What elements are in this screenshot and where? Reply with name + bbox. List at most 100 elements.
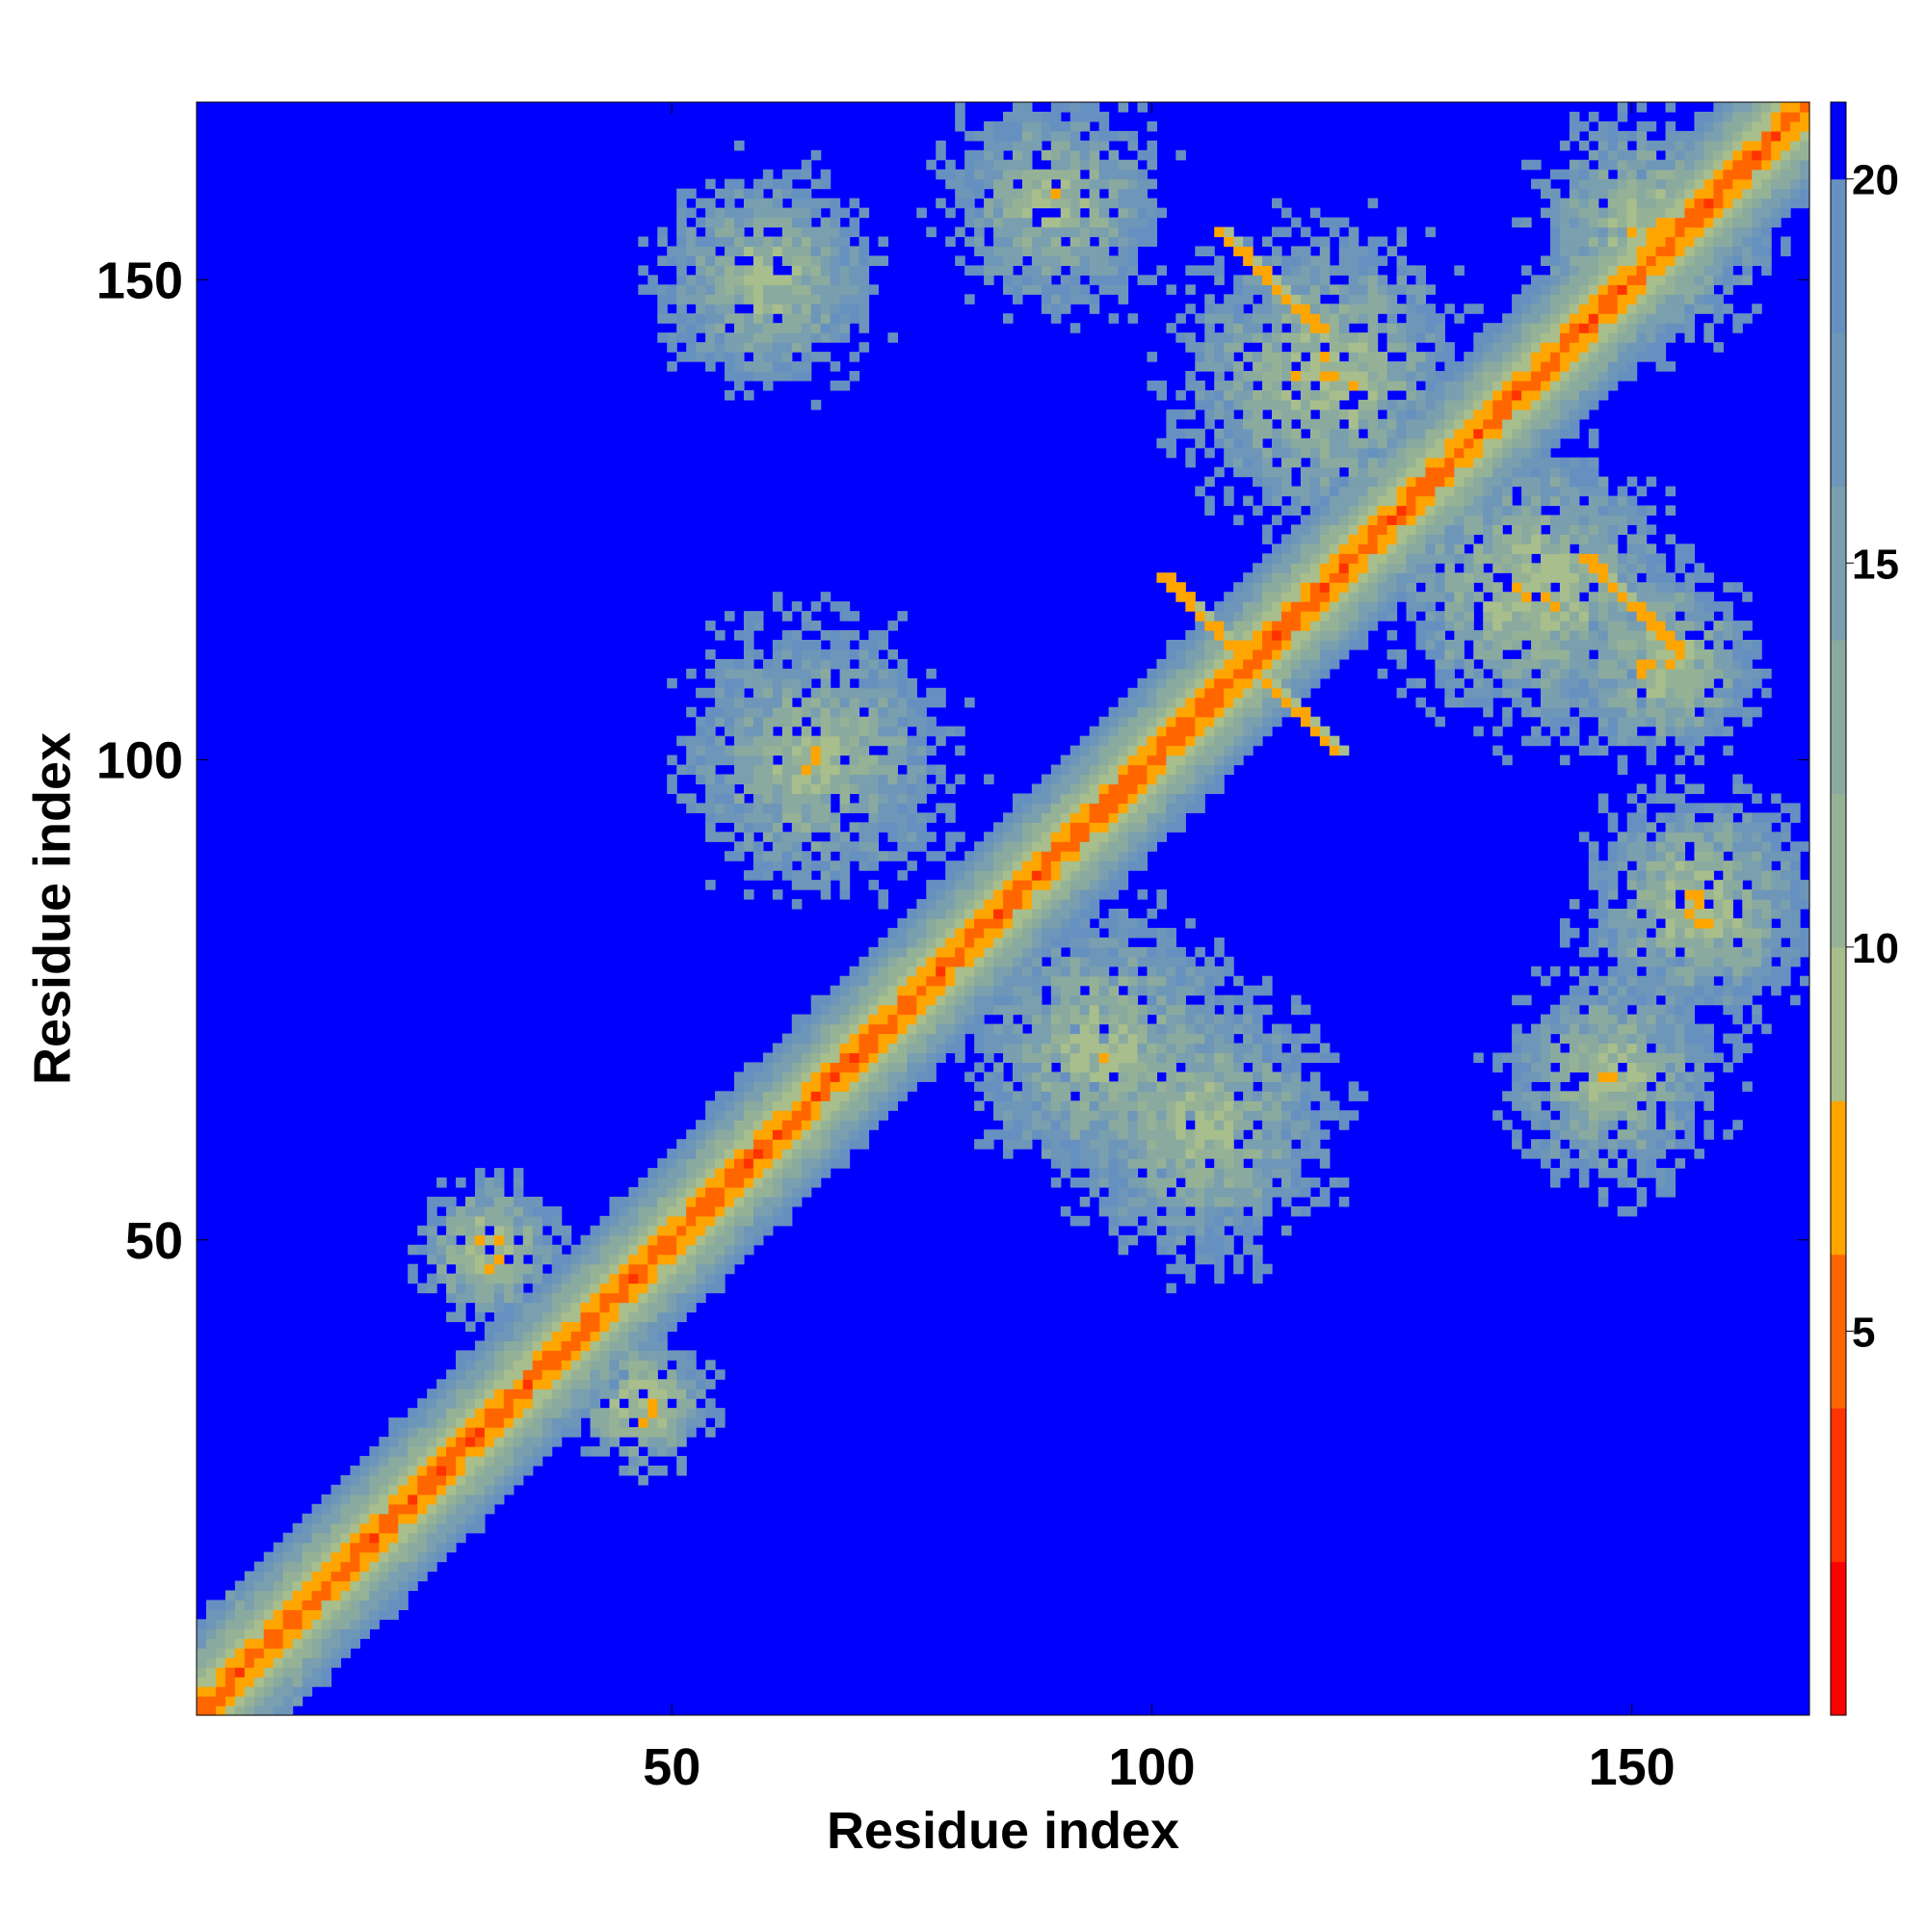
- heatmap-cell: [561, 1379, 572, 1389]
- heatmap-cell: [408, 1503, 418, 1515]
- heatmap-cell: [1175, 793, 1186, 804]
- heatmap-cell: [302, 1522, 313, 1534]
- heatmap-cell: [772, 207, 783, 219]
- heatmap-cell: [1127, 812, 1139, 823]
- heatmap-cell: [667, 1321, 677, 1333]
- heatmap-cell: [897, 956, 908, 967]
- heatmap-cell: [292, 1619, 304, 1629]
- heatmap-cell: [503, 1215, 515, 1227]
- heatmap-cell: [1098, 120, 1110, 132]
- heatmap-cell: [1243, 1023, 1254, 1035]
- heatmap-cell: [1290, 553, 1302, 564]
- heatmap-cell: [1243, 582, 1254, 593]
- heatmap-cell: [503, 1408, 515, 1418]
- heatmap-cell: [224, 1667, 236, 1678]
- heatmap-cell: [359, 1465, 370, 1476]
- heatmap-cell: [398, 1513, 409, 1524]
- heatmap-cell: [830, 1081, 841, 1092]
- heatmap-cell: [1309, 658, 1321, 670]
- heatmap-cell: [686, 226, 697, 238]
- heatmap-cell: [234, 1628, 246, 1639]
- heatmap-cell: [686, 1350, 697, 1361]
- heatmap-cell: [964, 697, 975, 708]
- heatmap-cell: [541, 1398, 553, 1409]
- heatmap-cell: [1041, 860, 1052, 871]
- heatmap-cell: [1147, 735, 1158, 747]
- heatmap-cell: [993, 265, 1004, 276]
- heatmap-cell: [752, 841, 764, 852]
- heatmap-cell: [1300, 399, 1311, 410]
- heatmap-cell: [762, 380, 774, 391]
- heatmap-cell: [1050, 1072, 1062, 1082]
- heatmap-cell: [725, 1158, 735, 1169]
- heatmap-cell: [897, 793, 908, 804]
- heatmap-cell: [1050, 764, 1062, 776]
- heatmap-cell: [887, 994, 898, 1006]
- heatmap-cell: [1272, 486, 1282, 497]
- heatmap-cell: [388, 1503, 399, 1515]
- heatmap-cell: [791, 294, 803, 304]
- heatmap-cell: [1147, 745, 1158, 756]
- heatmap-cell: [1050, 198, 1062, 209]
- heatmap-cell: [1089, 735, 1100, 747]
- heatmap-cell: [810, 236, 822, 248]
- heatmap-cell: [1127, 966, 1139, 977]
- heatmap-cell: [1319, 735, 1331, 747]
- heatmap-cell: [551, 1292, 563, 1304]
- heatmap-cell: [311, 1551, 323, 1563]
- heatmap-cell: [1069, 764, 1081, 776]
- heatmap-cell: [725, 1205, 735, 1217]
- heatmap-cell: [330, 1503, 342, 1515]
- heatmap-cell: [1079, 284, 1091, 295]
- heatmap-cell: [1089, 111, 1100, 122]
- heatmap-cell: [1127, 917, 1139, 929]
- heatmap-cell: [1060, 159, 1071, 171]
- heatmap-cell: [1098, 793, 1110, 804]
- heatmap-cell: [1069, 927, 1081, 939]
- heatmap-cell: [791, 188, 803, 199]
- heatmap-cell: [1214, 668, 1225, 679]
- heatmap-cell: [878, 726, 889, 737]
- heatmap-cell: [350, 1532, 360, 1544]
- heatmap-cell: [427, 1398, 437, 1409]
- heatmap-cell: [1156, 668, 1167, 679]
- heatmap-cell: [820, 198, 832, 209]
- heatmap-cell: [522, 1427, 534, 1438]
- heatmap-cell: [1195, 726, 1205, 737]
- heatmap-cell: [234, 1677, 246, 1687]
- heatmap-cell: [1309, 399, 1321, 410]
- heatmap-cell: [1243, 1100, 1254, 1111]
- heatmap-cell: [1290, 1100, 1302, 1111]
- heatmap-cell: [734, 1254, 745, 1265]
- heatmap-cell: [743, 774, 754, 785]
- heatmap-cell: [772, 236, 783, 248]
- heatmap-cell: [273, 1706, 284, 1716]
- heatmap-cell: [1003, 284, 1014, 295]
- heatmap-cell: [743, 841, 754, 852]
- heatmap-cell: [974, 909, 985, 919]
- heatmap-cell: [839, 985, 851, 996]
- heatmap-cell: [839, 677, 851, 689]
- heatmap-cell: [1309, 418, 1321, 430]
- heatmap-cell: [676, 735, 687, 747]
- heatmap-cell: [1280, 1052, 1292, 1064]
- heatmap-cell: [1166, 1205, 1176, 1217]
- heatmap-cell: [801, 1139, 812, 1150]
- heatmap-cell: [897, 726, 908, 737]
- heatmap-cell: [484, 1350, 495, 1361]
- heatmap-cell: [350, 1522, 360, 1534]
- heatmap-cell: [1253, 1158, 1263, 1169]
- heatmap-cell: [907, 937, 917, 948]
- heatmap-cell: [686, 735, 697, 747]
- heatmap-cell: [1079, 1139, 1091, 1150]
- heatmap-cell: [1262, 457, 1273, 468]
- heatmap-cell: [541, 1311, 553, 1323]
- heatmap-cell: [772, 323, 783, 333]
- heatmap-cell: [1290, 572, 1302, 583]
- heatmap-cell: [1233, 466, 1244, 478]
- heatmap-cell: [781, 1186, 793, 1198]
- heatmap-cell: [302, 1648, 313, 1658]
- heatmap-cell: [1309, 1129, 1321, 1140]
- heatmap-cell: [686, 1186, 697, 1198]
- heatmap-cell: [1137, 985, 1148, 996]
